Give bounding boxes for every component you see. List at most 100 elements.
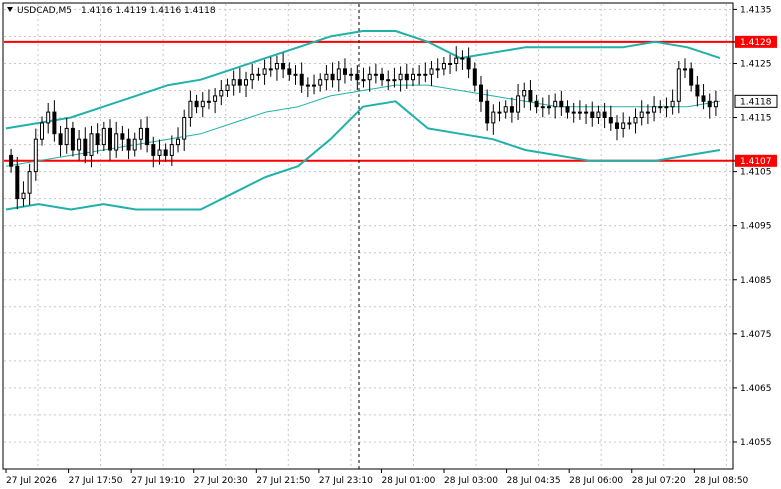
- candle-body: [126, 138, 131, 151]
- price-label: 1.4085: [740, 276, 772, 286]
- current-price-tag: [734, 94, 778, 108]
- candle: [441, 56, 446, 76]
- candle-body: [219, 90, 224, 97]
- candle: [683, 58, 687, 79]
- candle-body: [596, 111, 601, 118]
- candle-body: [213, 95, 218, 102]
- candle: [349, 67, 354, 81]
- candle-body: [9, 154, 14, 167]
- candle: [157, 139, 162, 165]
- candle: [559, 90, 564, 116]
- candle: [318, 73, 323, 92]
- candle-body: [670, 100, 675, 108]
- candle-body: [349, 73, 354, 76]
- support-price-tag: [735, 154, 777, 167]
- candle-body: [58, 133, 63, 146]
- candle-body: [101, 127, 106, 146]
- candle-body: [169, 144, 174, 156]
- candle: [40, 116, 44, 146]
- candle-body: [528, 90, 533, 102]
- candle: [256, 67, 261, 81]
- triangle-down-icon[interactable]: [7, 7, 13, 12]
- candle: [435, 58, 440, 79]
- candle-body: [503, 106, 508, 113]
- candle-body: [318, 79, 323, 86]
- candle-body: [398, 73, 403, 81]
- candle-body: [584, 111, 589, 114]
- candle-body: [380, 73, 384, 81]
- candle-body: [689, 68, 694, 86]
- resistance-price-tag-label: 1.4129: [740, 38, 772, 48]
- candle: [602, 102, 607, 129]
- candle-body: [367, 73, 372, 81]
- candle-body: [516, 95, 521, 113]
- candle-body: [602, 111, 607, 118]
- candle: [231, 70, 236, 96]
- candle-body: [274, 63, 279, 70]
- candle: [590, 101, 595, 127]
- candle-body: [590, 111, 595, 118]
- candle-body: [627, 122, 632, 125]
- candle: [713, 90, 718, 116]
- candle: [70, 121, 75, 157]
- candle: [83, 127, 88, 164]
- candle: [596, 105, 601, 125]
- time-label: 27 Jul 2026: [6, 476, 57, 486]
- candle-body: [404, 73, 409, 81]
- candle-body: [639, 111, 644, 118]
- time-axis: 27 Jul 2026 27 Jul 17:50 27 Jul 19:10 27 Ju…: [5, 469, 749, 486]
- candle: [423, 62, 428, 83]
- candle: [503, 100, 508, 119]
- candle: [108, 119, 112, 161]
- candle-body: [423, 73, 428, 76]
- candle-body: [497, 111, 502, 114]
- candle: [429, 61, 434, 87]
- candle: [188, 90, 193, 127]
- candle: [448, 54, 453, 75]
- time-label: 28 Jul 01:00: [381, 476, 435, 486]
- candle-body: [664, 106, 669, 109]
- candle: [466, 47, 471, 79]
- price-label: 1.4075: [740, 330, 772, 340]
- candle: [268, 56, 273, 77]
- candle: [565, 100, 570, 119]
- candle-body: [194, 100, 199, 108]
- candle: [9, 148, 14, 173]
- candle-body: [460, 57, 465, 60]
- candle: [528, 79, 533, 111]
- candle: [95, 123, 100, 154]
- candle-body: [225, 84, 230, 91]
- price-label: 1.4095: [740, 222, 772, 232]
- candle: [670, 89, 675, 115]
- candle-body: [188, 100, 193, 119]
- candle: [454, 46, 459, 72]
- candle-body: [658, 106, 663, 109]
- candle: [417, 65, 422, 85]
- candle: [336, 61, 341, 92]
- candle-body: [454, 57, 459, 64]
- candle: [225, 78, 230, 97]
- candle: [707, 93, 712, 119]
- candle: [615, 115, 619, 141]
- candle-body: [707, 100, 712, 108]
- candle: [163, 143, 168, 162]
- candle-body: [565, 106, 570, 113]
- grid: [4, 4, 733, 469]
- candle: [21, 181, 26, 207]
- candle-body: [46, 111, 51, 124]
- candle: [479, 75, 483, 112]
- candle-body: [472, 68, 477, 86]
- candle-body: [95, 133, 100, 146]
- candle: [404, 63, 409, 89]
- candle: [281, 52, 286, 79]
- candle: [392, 67, 397, 88]
- candle: [491, 104, 496, 135]
- resistance-price-tag: [735, 35, 777, 48]
- candle: [244, 71, 248, 97]
- candle: [176, 127, 180, 153]
- candle-body: [157, 149, 162, 156]
- candle: [485, 89, 490, 131]
- candle: [15, 157, 20, 210]
- candle-body: [70, 127, 75, 151]
